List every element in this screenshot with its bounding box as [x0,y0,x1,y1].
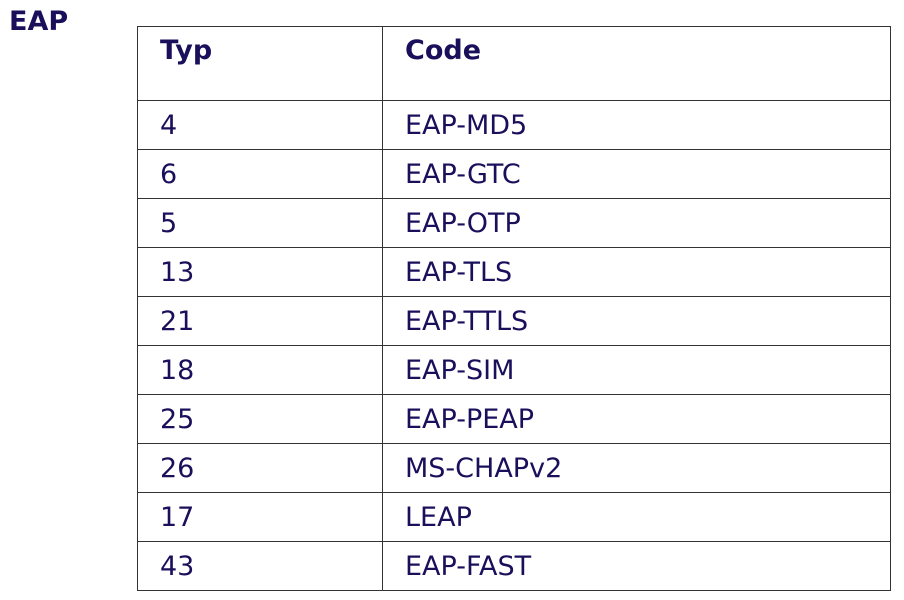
eap-type-table: Typ Code 4 EAP-MD5 6 EAP-GTC 5 EAP-OTP 13 EAP-T… [137,26,891,591]
table-header-row: Typ Code [137,26,891,101]
table-row: 26 MS-CHAPv2 [137,443,891,493]
typ-cell: 17 [137,492,383,542]
table-row: 18 EAP-SIM [137,345,891,395]
table-row: 4 EAP-MD5 [137,100,891,150]
typ-cell: 21 [137,296,383,346]
typ-cell: 4 [137,100,383,150]
typ-cell: 26 [137,443,383,493]
table-row: 17 LEAP [137,492,891,542]
header-code: Code [382,26,891,101]
code-cell: EAP-PEAP [382,394,891,444]
table-row: 43 EAP-FAST [137,541,891,591]
typ-cell: 18 [137,345,383,395]
code-cell: EAP-MD5 [382,100,891,150]
table-row: 13 EAP-TLS [137,247,891,297]
typ-cell: 13 [137,247,383,297]
code-cell: EAP-SIM [382,345,891,395]
typ-cell: 25 [137,394,383,444]
code-cell: LEAP [382,492,891,542]
table-row: 21 EAP-TTLS [137,296,891,346]
typ-cell: 43 [137,541,383,591]
code-cell: EAP-OTP [382,198,891,248]
table-row: 6 EAP-GTC [137,149,891,199]
page-title: EAP [9,6,69,37]
typ-cell: 6 [137,149,383,199]
code-cell: MS-CHAPv2 [382,443,891,493]
table-row: 5 EAP-OTP [137,198,891,248]
table-row: 25 EAP-PEAP [137,394,891,444]
header-typ: Typ [137,26,383,101]
typ-cell: 5 [137,198,383,248]
code-cell: EAP-FAST [382,541,891,591]
code-cell: EAP-TTLS [382,296,891,346]
code-cell: EAP-GTC [382,149,891,199]
code-cell: EAP-TLS [382,247,891,297]
